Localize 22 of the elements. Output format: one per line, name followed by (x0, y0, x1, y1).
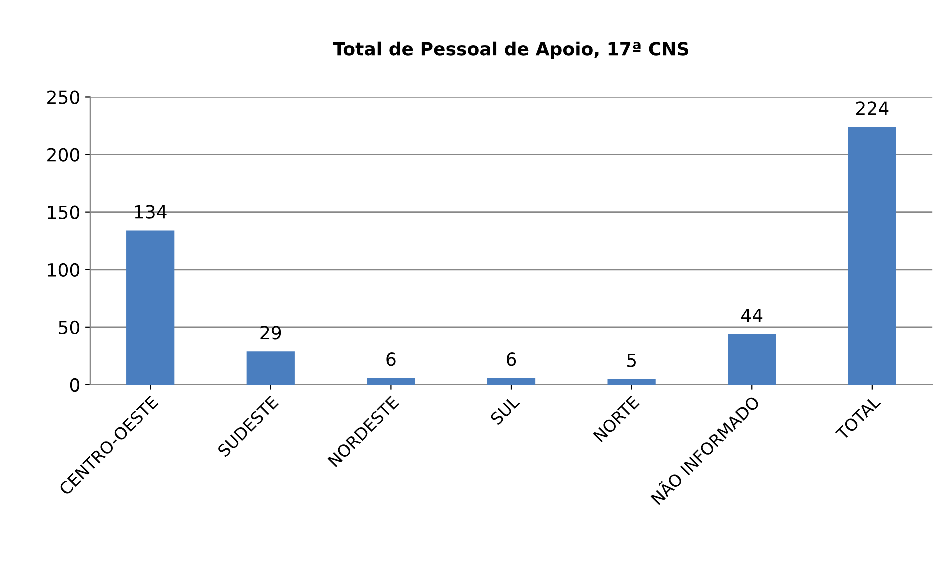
bar (608, 379, 656, 385)
data-label: 6 (507, 352, 516, 366)
data-label: 29 (260, 326, 282, 340)
bar (848, 127, 896, 385)
y-tick-label: 150 (48, 206, 80, 220)
bar (246, 352, 295, 385)
bar (126, 230, 175, 385)
bar (367, 378, 416, 385)
bar (487, 378, 536, 385)
y-tick-label: 200 (48, 148, 80, 162)
chart-title: Total de Pessoal de Apoio, 17ª CNS (333, 42, 688, 60)
data-label: 44 (742, 309, 763, 322)
x-tick-label: SUL (490, 394, 521, 426)
y-tick-label: 0 (70, 378, 80, 392)
data-label: 134 (135, 205, 167, 219)
y-tick-label: 50 (59, 320, 80, 335)
data-label: 6 (386, 352, 396, 366)
y-tick-label: 250 (48, 90, 80, 104)
y-tick-label: 100 (48, 263, 80, 277)
data-label: 224 (856, 102, 889, 116)
bar (728, 334, 776, 385)
data-label: 5 (627, 354, 636, 368)
